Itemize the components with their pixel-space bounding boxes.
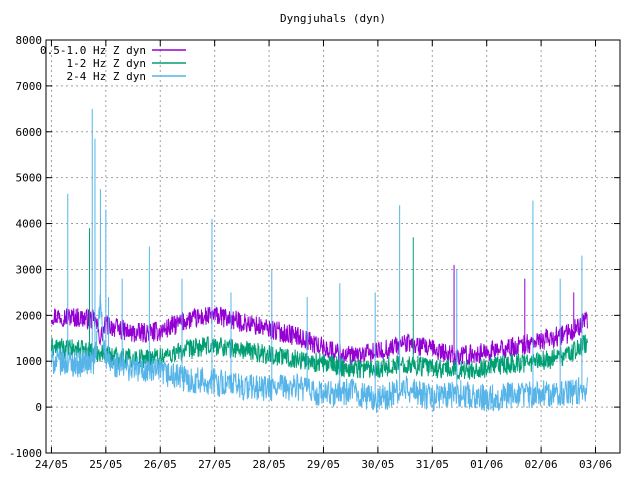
tick-layer: -1000 0 1000 2000 3000 4000 5000 6000 7000 8000 24…: [9, 34, 620, 471]
x-tick-label: 03/06: [579, 458, 612, 471]
x-tick-label: 25/05: [89, 458, 122, 471]
x-tick-label: 27/05: [198, 458, 231, 471]
x-tick-label: 24/05: [35, 458, 68, 471]
x-tick-label: 01/06: [470, 458, 503, 471]
series-3: [50, 108, 588, 414]
y-tick-label: 8000: [16, 34, 43, 47]
x-tick-label: 30/05: [361, 458, 394, 471]
series-2: [50, 228, 588, 380]
y-tick-label: 7000: [16, 80, 43, 93]
x-tick-label: 29/05: [307, 458, 340, 471]
x-tick-label: 28/05: [253, 458, 286, 471]
series-line: [50, 306, 588, 366]
legend-label: 2-4 Hz Z dyn: [67, 70, 146, 83]
y-tick-label: 4000: [16, 218, 43, 231]
series-line: [50, 294, 588, 414]
y-tick-label: -1000: [9, 447, 42, 460]
y-tick-label: 6000: [16, 126, 43, 139]
y-tick-label: 5000: [16, 172, 43, 185]
legend-label: 1-2 Hz Z dyn: [67, 57, 146, 70]
y-tick-label: 0: [35, 401, 42, 414]
series-layer: [50, 108, 588, 414]
plot-frame: [45, 39, 621, 454]
x-tick-label: 26/05: [144, 458, 177, 471]
legend-label: 0.5-1.0 Hz Z dyn: [40, 44, 146, 57]
y-tick-label: 1000: [16, 355, 43, 368]
x-tick-label: 02/06: [525, 458, 558, 471]
chart-title: Dyngjuhals (dyn): [280, 12, 386, 25]
series-1: [50, 264, 588, 366]
y-tick-label: 2000: [16, 309, 43, 322]
x-tick-label: 31/05: [416, 458, 449, 471]
y-tick-label: 3000: [16, 263, 43, 276]
